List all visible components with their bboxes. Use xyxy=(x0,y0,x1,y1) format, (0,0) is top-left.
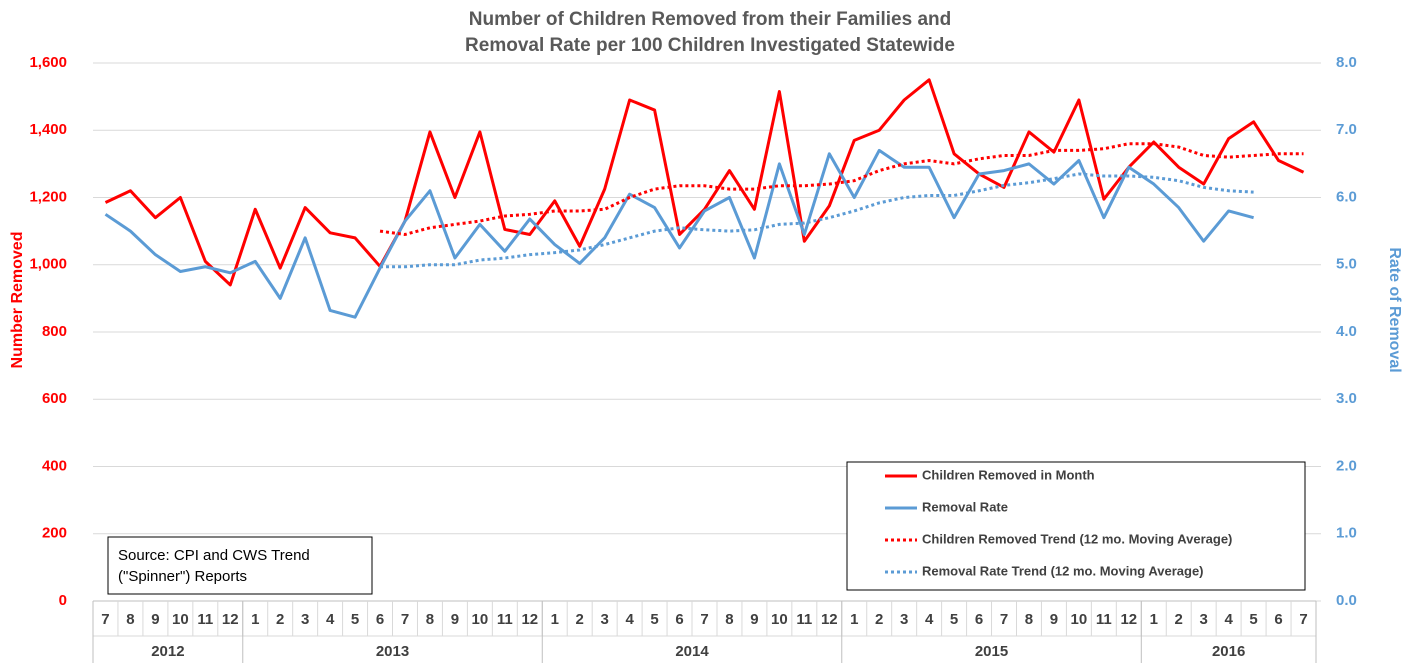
x-tick-label: 4 xyxy=(1224,611,1233,628)
legend-label: Removal Rate Trend (12 mo. Moving Averag… xyxy=(922,563,1204,578)
y-tick-label: 1,000 xyxy=(29,256,67,273)
x-tick-label: 5 xyxy=(351,611,359,628)
x-tick-label: 4 xyxy=(625,611,634,628)
x-tick-label: 11 xyxy=(197,611,213,628)
y-tick-label: 800 xyxy=(42,323,67,340)
x-tick-label: 9 xyxy=(451,611,459,628)
legend-label: Children Removed in Month xyxy=(922,467,1095,482)
annotation: ("Spinner") Reports xyxy=(118,568,247,585)
y2-tick-label: 3.0 xyxy=(1336,390,1357,407)
chart-title: Removal Rate per 100 Children Investigat… xyxy=(465,35,955,56)
x-tick-label: 11 xyxy=(796,611,812,628)
y2-tick-label: 7.0 xyxy=(1336,121,1357,138)
annotation-box xyxy=(107,536,373,595)
x-tick-label: 6 xyxy=(1274,611,1282,628)
x-tick-label: 7 xyxy=(401,611,409,628)
annotation: Source: CPI and CWS Trend xyxy=(118,547,310,564)
x-tick-label: 10 xyxy=(172,611,189,628)
x-group-label: 2016 xyxy=(1212,643,1245,660)
x-tick-label: 11 xyxy=(1096,611,1112,628)
x-tick-label: 7 xyxy=(1000,611,1008,628)
x-tick-label: 8 xyxy=(1025,611,1033,628)
y-tick-label: 0 xyxy=(59,592,67,609)
x-group-label: 2015 xyxy=(975,643,1008,660)
x-tick-label: 3 xyxy=(600,611,608,628)
y2-axis-label: Rate of Removal xyxy=(1386,247,1403,372)
x-tick-label: 6 xyxy=(675,611,683,628)
x-tick-label: 12 xyxy=(821,611,838,628)
y2-tick-label: 1.0 xyxy=(1336,525,1357,542)
y-tick-label: 400 xyxy=(42,457,67,474)
legend-box xyxy=(846,461,1306,591)
x-tick-label: 5 xyxy=(650,611,658,628)
y2-tick-label: 8.0 xyxy=(1336,54,1357,71)
y-tick-label: 200 xyxy=(42,525,67,542)
x-tick-label: 2 xyxy=(875,611,883,628)
x-tick-label: 6 xyxy=(376,611,384,628)
x-tick-label: 10 xyxy=(472,611,489,628)
trend-line xyxy=(379,142,1304,236)
x-tick-label: 6 xyxy=(975,611,983,628)
x-tick-label: 3 xyxy=(1200,611,1208,628)
x-tick-label: 12 xyxy=(1120,611,1137,628)
x-tick-label: 10 xyxy=(771,611,788,628)
y2-tick-label: 2.0 xyxy=(1336,457,1357,474)
y-axis-label: Number Removed xyxy=(9,232,26,369)
x-tick-label: 3 xyxy=(900,611,908,628)
x-group-label: 2013 xyxy=(376,643,409,660)
y-tick-label: 1,600 xyxy=(29,54,67,71)
y-tick-label: 1,200 xyxy=(29,188,67,205)
x-tick-label: 4 xyxy=(326,611,335,628)
y2-tick-label: 6.0 xyxy=(1336,188,1357,205)
y-tick-label: 1,400 xyxy=(29,121,67,138)
x-tick-label: 1 xyxy=(251,611,259,628)
x-tick-label: 7 xyxy=(700,611,708,628)
x-tick-label: 12 xyxy=(222,611,239,628)
x-tick-label: 2 xyxy=(276,611,284,628)
x-tick-label: 2 xyxy=(1175,611,1183,628)
trend-line xyxy=(380,172,1254,269)
series-line xyxy=(104,78,1305,287)
x-tick-label: 8 xyxy=(126,611,134,628)
x-tick-label: 1 xyxy=(551,611,559,628)
y2-tick-label: 5.0 xyxy=(1336,256,1357,273)
x-tick-label: 7 xyxy=(1299,611,1307,628)
x-tick-label: 2 xyxy=(576,611,584,628)
x-tick-label: 1 xyxy=(1150,611,1158,628)
x-tick-label: 11 xyxy=(497,611,513,628)
x-tick-label: 8 xyxy=(426,611,434,628)
x-tick-label: 5 xyxy=(950,611,958,628)
x-tick-label: 1 xyxy=(850,611,858,628)
x-tick-label: 7 xyxy=(101,611,109,628)
x-tick-label: 3 xyxy=(301,611,309,628)
x-tick-label: 9 xyxy=(1050,611,1058,628)
x-tick-label: 9 xyxy=(750,611,758,628)
y-tick-label: 600 xyxy=(42,390,67,407)
x-tick-label: 12 xyxy=(521,611,538,628)
x-group-label: 2014 xyxy=(675,643,709,660)
x-tick-label: 10 xyxy=(1071,611,1088,628)
x-tick-label: 5 xyxy=(1249,611,1257,628)
x-tick-label: 8 xyxy=(725,611,733,628)
x-group-label: 2012 xyxy=(151,643,184,660)
y2-tick-label: 4.0 xyxy=(1336,323,1357,340)
chart-title: Number of Children Removed from their Fa… xyxy=(469,9,951,30)
y2-tick-label: 0.0 xyxy=(1336,592,1357,609)
x-tick-label: 9 xyxy=(151,611,159,628)
x-tick-label: 4 xyxy=(925,611,934,628)
legend-label: Removal Rate xyxy=(922,499,1008,514)
legend-label: Children Removed Trend (12 mo. Moving Av… xyxy=(922,531,1232,546)
